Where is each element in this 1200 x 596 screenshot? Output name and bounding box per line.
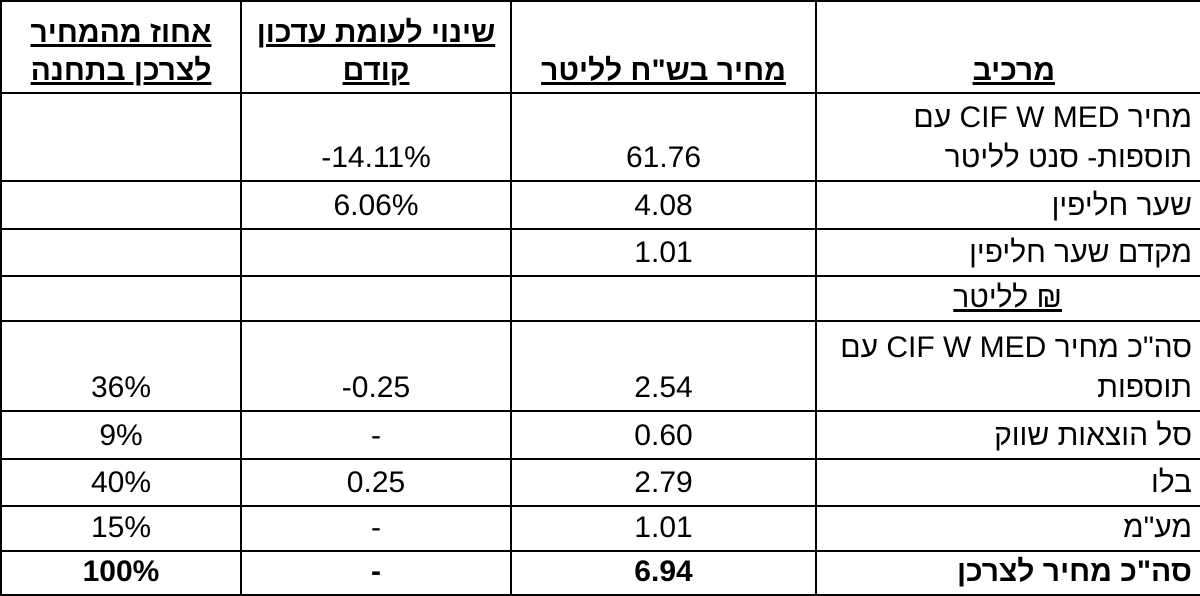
cell-text: שער חליפין xyxy=(1051,189,1192,222)
cell-text: 9% xyxy=(99,419,143,452)
header-cell: שינוי לעומת עדכון קודם xyxy=(240,0,512,94)
table-cell xyxy=(0,180,242,230)
table-cell: 2.54 xyxy=(510,320,817,412)
table-cell xyxy=(0,228,242,277)
table-cell xyxy=(510,275,817,322)
table-cell: 15% xyxy=(0,505,242,552)
cell-text: בלו xyxy=(1150,466,1192,499)
table-row: סל הוצאות שווק 0.60 - 9% xyxy=(0,410,1200,460)
table-cell: סה"כ מחיר CIF W MED עם תוספות xyxy=(815,320,1200,412)
table-cell: 9% xyxy=(0,410,242,460)
cell-text: - xyxy=(371,419,381,452)
cell-text: 4.08 xyxy=(634,189,693,222)
table-row: סה"כ מחיר CIF W MED עם תוספות 2.54 -0.25 36… xyxy=(0,320,1200,412)
table-cell: 1.01 xyxy=(510,505,817,552)
cell-text: 1.01 xyxy=(634,236,693,269)
table-cell xyxy=(0,275,242,322)
table-row: מחיר CIF W MED עם תוספות- סנט לליטר 61.76… xyxy=(0,92,1200,182)
cell-text: מחיר CIF W MED עם תוספות- סנט לליטר xyxy=(913,101,1192,174)
cell-text: 15% xyxy=(90,511,152,544)
table-cell xyxy=(240,228,512,277)
cell-text: 40% xyxy=(90,466,152,499)
table-row: סה"כ מחיר לצרכן 6.94 - 100% xyxy=(0,550,1200,596)
table-cell xyxy=(0,92,242,182)
table-cell: 6.06% xyxy=(240,180,512,230)
cell-text: 6.94 xyxy=(634,555,693,588)
table-cell: 6.94 xyxy=(510,550,817,596)
table-cell: -0.25 xyxy=(240,320,512,412)
table-cell: 2.79 xyxy=(510,458,817,507)
cell-text: -0.25 xyxy=(341,371,411,404)
header-row: מרכיב מחיר בש"ח לליטר שינוי לעומת עדכון קו… xyxy=(0,0,1200,94)
table-row: בלו 2.79 0.25 40% xyxy=(0,458,1200,507)
table-cell: 61.76 xyxy=(510,92,817,182)
cell-text: מקדם שער חליפין xyxy=(969,236,1192,269)
cell-text: 1.01 xyxy=(634,511,693,544)
header-cell: מרכיב xyxy=(815,0,1200,94)
table-cell: מע"מ xyxy=(815,505,1200,552)
cell-text: 0.60 xyxy=(634,419,693,452)
table-row: שער חליפין 4.08 6.06% xyxy=(0,180,1200,230)
table-body: מחיר CIF W MED עם תוספות- סנט לליטר 61.76… xyxy=(0,92,1200,596)
table-cell: ₪ לליטר xyxy=(815,275,1200,322)
table-cell: - xyxy=(240,505,512,552)
table-cell: 36% xyxy=(0,320,242,412)
cell-text: סל הוצאות שווק xyxy=(994,419,1192,452)
table-cell: בלו xyxy=(815,458,1200,507)
table-cell: שער חליפין xyxy=(815,180,1200,230)
table-cell: 4.08 xyxy=(510,180,817,230)
cell-text: - xyxy=(371,511,381,544)
table-cell: סה"כ מחיר לצרכן xyxy=(815,550,1200,596)
cell-text: 0.25 xyxy=(346,466,406,499)
table-cell: 0.60 xyxy=(510,410,817,460)
table-cell xyxy=(240,275,512,322)
cell-text: סה"כ מחיר CIF W MED עם תוספות xyxy=(840,331,1192,404)
cell-text: סה"כ מחיר לצרכן xyxy=(956,555,1192,588)
cell-text: 6.06% xyxy=(333,189,419,222)
table-cell: -14.11% xyxy=(240,92,512,182)
cell-text: 2.79 xyxy=(634,466,693,499)
cell-text: 2.54 xyxy=(634,371,693,404)
table-cell: 100% xyxy=(0,550,242,596)
table-cell: - xyxy=(240,550,512,596)
table-row: ₪ לליטר xyxy=(0,275,1200,322)
table-row: מע"מ 1.01 - 15% xyxy=(0,505,1200,552)
table-row: מקדם שער חליפין 1.01 xyxy=(0,228,1200,277)
cell-text: 61.76 xyxy=(625,141,702,174)
header-cell: אחוז מהמחיר לצרכן בתחנה xyxy=(0,0,242,94)
cell-text: 100% xyxy=(82,555,160,588)
table-cell: 0.25 xyxy=(240,458,512,507)
table-cell: מחיר CIF W MED עם תוספות- סנט לליטר xyxy=(815,92,1200,182)
cell-text: -14.11% xyxy=(321,141,431,174)
table-cell: - xyxy=(240,410,512,460)
cell-text: מע"מ xyxy=(1122,511,1192,544)
table-cell: מקדם שער חליפין xyxy=(815,228,1200,277)
table-cell: סל הוצאות שווק xyxy=(815,410,1200,460)
cell-text: - xyxy=(371,555,381,588)
cell-text: 36% xyxy=(90,371,152,404)
table-cell: 1.01 xyxy=(510,228,817,277)
header-cell: מחיר בש"ח לליטר xyxy=(510,0,817,94)
table-cell: 40% xyxy=(0,458,242,507)
cell-text: ₪ לליטר xyxy=(953,281,1062,314)
